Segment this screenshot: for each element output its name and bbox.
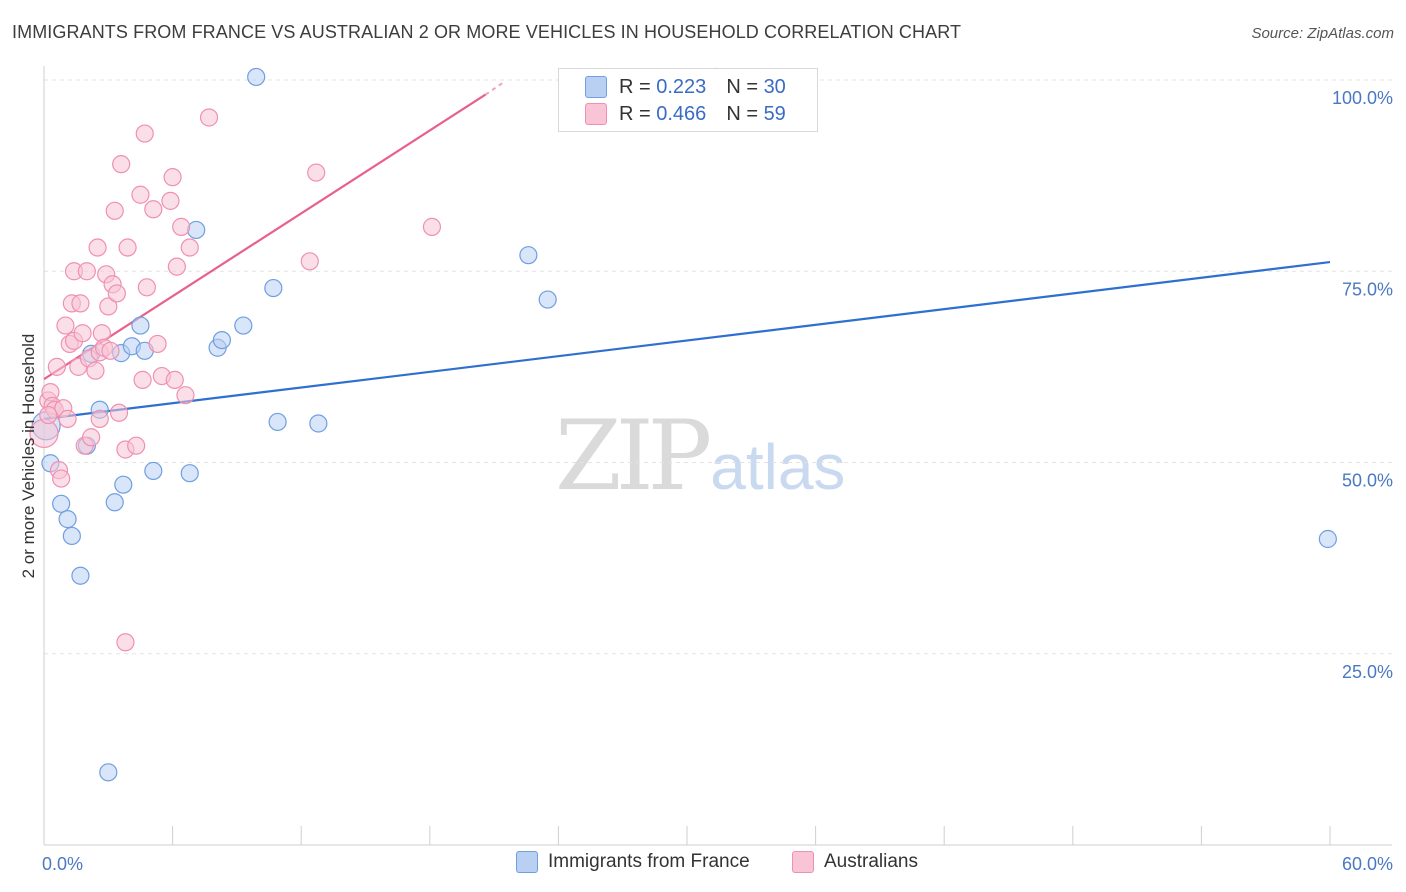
australians-point [176, 386, 195, 405]
stats-legend-row-france: R = 0.223 N = 30 [585, 74, 786, 100]
x-tick-label-min: 0.0% [42, 854, 83, 874]
australians-point [109, 403, 129, 422]
australians-point [199, 108, 219, 127]
france-point [62, 526, 81, 546]
australians-point [90, 409, 109, 428]
australians-point [422, 217, 442, 236]
australians-legend-swatch [792, 851, 814, 873]
series-legend: Immigrants from France Australians [0, 851, 1406, 877]
france-point [71, 566, 90, 585]
australians-swatch [585, 103, 607, 125]
australians-point [88, 238, 107, 257]
r-label: R = [619, 75, 651, 98]
france-point [99, 763, 118, 782]
australians-trend-line [43, 93, 487, 381]
r-label: R = [619, 102, 651, 125]
australians-point [300, 252, 319, 271]
legend-item-france[interactable]: Immigrants from France [516, 851, 750, 873]
watermark-zip: ZIP [555, 400, 712, 512]
australians-point [86, 361, 105, 380]
axes [43, 66, 1392, 846]
australians-point [137, 278, 156, 297]
france-point [58, 510, 77, 529]
australians-point [52, 469, 71, 488]
australians-point [144, 200, 163, 219]
australians-trend-extension [484, 80, 506, 96]
australians-point [148, 334, 167, 354]
australians-point [77, 262, 96, 281]
chart-source: Source: ZipAtlas.com [1251, 25, 1394, 42]
australians-point [47, 357, 66, 376]
y-tick-label: 75.0% [1342, 279, 1393, 299]
france-point [212, 331, 231, 350]
y-axis-label: 2 or more Vehicles in Household [19, 334, 38, 579]
legend-label-australians: Australians [824, 851, 918, 872]
y-tick-label: 100.0% [1332, 88, 1393, 108]
legend-item-australians[interactable]: Australians [792, 851, 918, 873]
france-point [52, 494, 71, 513]
australians-point [165, 370, 184, 389]
france-point [187, 220, 206, 240]
australians-point [133, 370, 152, 389]
australians-point [101, 341, 120, 360]
france-point [309, 414, 328, 433]
stats-legend: R = 0.223 N = 30 R = 0.466 N = 59 [558, 68, 818, 132]
tick-labels: 100.0% 75.0% 50.0% 25.0% 0.0% 60.0% [42, 88, 1393, 874]
data-points [29, 67, 1337, 782]
france-point [1318, 529, 1337, 549]
france-trend-line [43, 260, 1331, 420]
australians-point [105, 201, 124, 220]
france-n-value: 30 [763, 75, 786, 98]
gridlines [44, 79, 1392, 655]
france-legend-swatch [516, 851, 538, 873]
france-point [268, 412, 287, 432]
australians-point [112, 155, 131, 174]
france-point [131, 316, 150, 335]
france-point [264, 278, 283, 298]
australians-point [180, 238, 199, 257]
australians-point [116, 633, 135, 652]
australians-point [307, 163, 326, 182]
n-label: N = [726, 75, 758, 98]
australians-point [163, 168, 182, 187]
france-point [105, 493, 124, 512]
france-point [144, 461, 163, 481]
france-point [538, 290, 557, 309]
watermark: ZIPatlas [555, 400, 845, 512]
trend-lines [43, 80, 1331, 420]
france-point [234, 316, 253, 335]
australians-point [56, 316, 75, 335]
watermark-atlas: atlas [710, 431, 846, 503]
legend-label-france: Immigrants from France [548, 851, 750, 872]
australians-point [131, 185, 150, 204]
australians-point [127, 436, 146, 455]
australians-point [161, 191, 180, 210]
australians-point [39, 405, 58, 425]
australians-point [71, 294, 90, 313]
france-r-value: 0.223 [656, 75, 707, 98]
australians-point [107, 284, 126, 303]
australians-r-value: 0.466 [656, 102, 707, 125]
y-tick-label: 50.0% [1342, 471, 1393, 491]
x-tick-label-max: 60.0% [1342, 854, 1393, 874]
australians-point [118, 238, 137, 257]
france-point [180, 464, 199, 483]
france-point [114, 475, 133, 494]
australians-point [82, 428, 101, 447]
australians-point [167, 257, 186, 276]
stats-legend-row-australians: R = 0.466 N = 59 [585, 101, 786, 127]
australians-point [135, 124, 154, 143]
australians-point [172, 217, 191, 236]
chart-title: IMMIGRANTS FROM FRANCE VS AUSTRALIAN 2 O… [12, 22, 962, 42]
n-label: N = [726, 102, 758, 125]
france-point [519, 246, 538, 265]
australians-point [99, 297, 118, 316]
france-point [247, 67, 266, 87]
y-tick-label: 25.0% [1342, 662, 1393, 682]
australians-point [73, 324, 92, 343]
australians-n-value: 59 [763, 102, 786, 125]
australians-point [58, 409, 77, 428]
france-swatch [585, 76, 607, 98]
